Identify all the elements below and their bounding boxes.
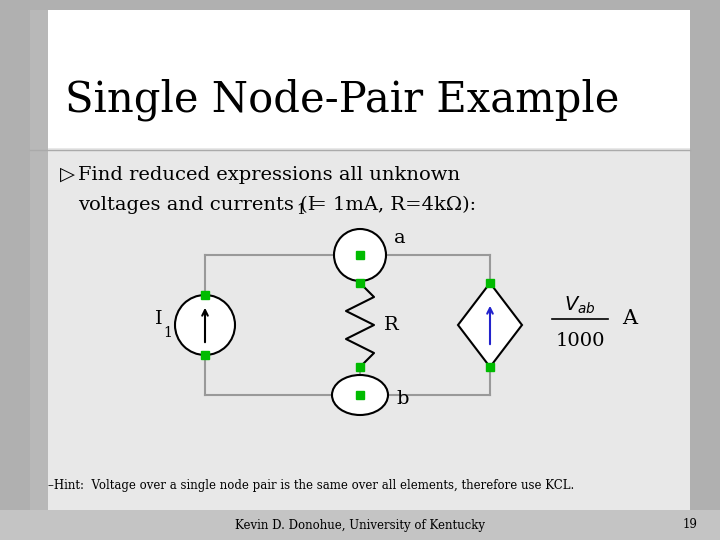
Text: ▷: ▷ (60, 166, 75, 184)
Polygon shape (458, 283, 522, 367)
Bar (0, 510, 720, 540)
Text: 1: 1 (296, 203, 305, 217)
Text: A: A (622, 309, 637, 328)
Text: I: I (156, 310, 163, 328)
Text: voltages and currents (I: voltages and currents (I (78, 196, 315, 214)
Text: 1: 1 (163, 326, 172, 340)
Text: $\mathit{V}_{ab}$: $\mathit{V}_{ab}$ (564, 294, 596, 316)
Text: Kevin D. Donohue, University of Kentucky: Kevin D. Donohue, University of Kentucky (235, 518, 485, 531)
Text: b: b (396, 390, 408, 408)
Text: Single Node-Pair Example: Single Node-Pair Example (65, 79, 619, 122)
Bar (30, 148, 690, 510)
Text: 19: 19 (683, 518, 698, 531)
Text: 1000: 1000 (555, 332, 605, 350)
Text: a: a (394, 229, 405, 247)
Ellipse shape (332, 375, 388, 415)
Circle shape (334, 229, 386, 281)
Text: R: R (384, 316, 399, 334)
Bar (30, 10, 48, 510)
Text: –Hint:  Voltage over a single node pair is the same over all elements, therefore: –Hint: Voltage over a single node pair i… (48, 478, 575, 491)
Text: Find reduced expressions all unknown: Find reduced expressions all unknown (78, 166, 460, 184)
Bar (30, 10, 690, 150)
Text: = 1mA, R=4kΩ):: = 1mA, R=4kΩ): (304, 196, 476, 214)
Circle shape (175, 295, 235, 355)
